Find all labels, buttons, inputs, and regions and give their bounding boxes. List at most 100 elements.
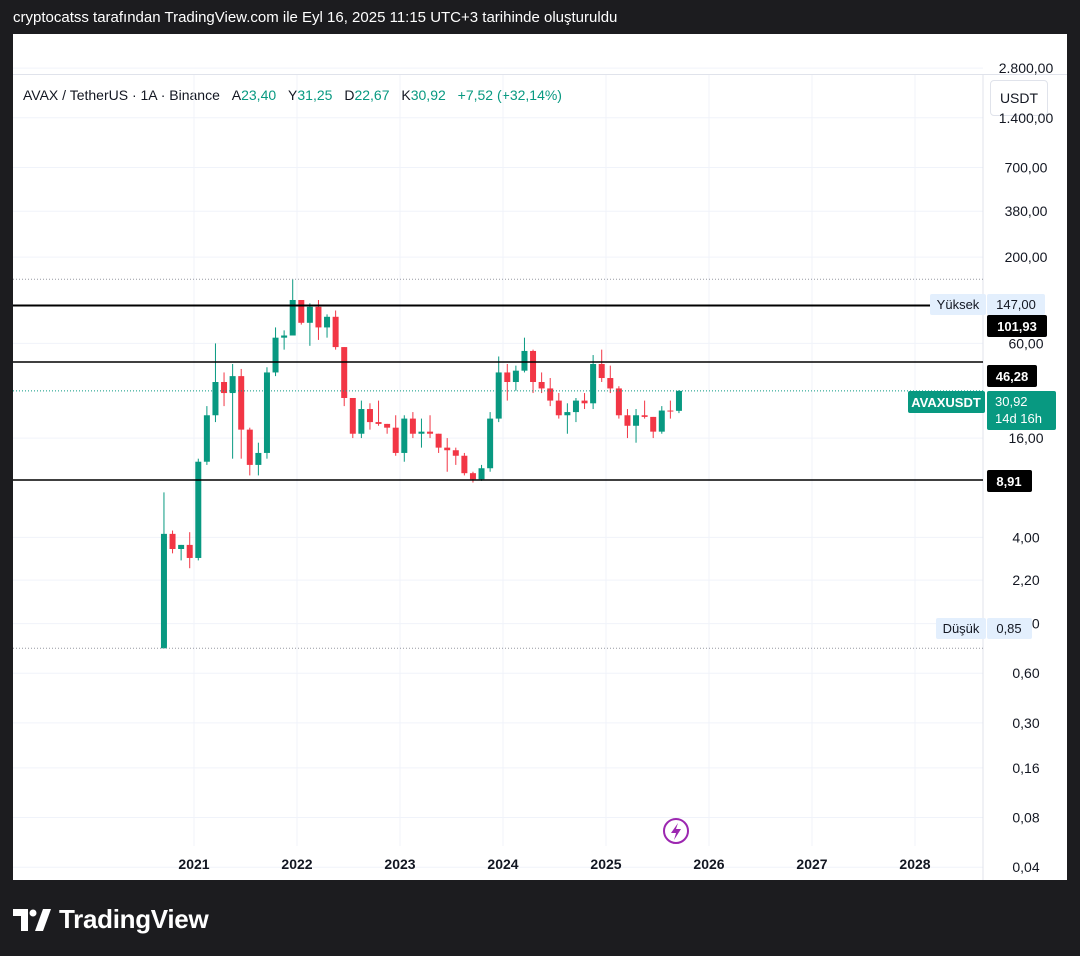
candle: [469, 471, 476, 483]
price-tag-high-tag: Yüksek: [930, 294, 986, 315]
price-axis-tick: 700,00: [1005, 159, 1048, 175]
candle-body: [487, 418, 494, 469]
time-axis-tick: 2023: [384, 856, 415, 872]
svg-text:Yüksek: Yüksek: [937, 297, 980, 312]
candles: [160, 279, 682, 649]
candle: [547, 378, 554, 407]
currency-button[interactable]: USDT: [990, 80, 1048, 116]
candle-body: [572, 400, 579, 413]
candle: [392, 415, 399, 456]
candle-body: [375, 422, 382, 424]
price-axis-tick: 1.400,00: [999, 110, 1054, 126]
change-value: +7,52 (+32,14%): [457, 87, 562, 103]
open-value: 23,40: [241, 87, 277, 103]
candle: [615, 386, 622, 419]
candle: [315, 299, 322, 340]
candle: [341, 347, 348, 407]
candle: [195, 458, 202, 561]
svg-text:14d 16h: 14d 16h: [995, 411, 1042, 426]
candle-body: [418, 431, 425, 434]
candle: [212, 343, 219, 423]
candle: [272, 327, 279, 377]
candle-body: [427, 431, 434, 434]
candle-body: [504, 372, 511, 383]
candle: [658, 406, 665, 434]
candle: [521, 337, 528, 373]
chart-grid: [13, 67, 984, 880]
candle-body: [263, 372, 270, 453]
price-axis-tick: 0,04: [1012, 859, 1039, 875]
high-label: Y: [288, 87, 298, 103]
price-tag-line3: 8,91: [987, 470, 1032, 492]
time-axis-tick: 2022: [281, 856, 312, 872]
svg-text:101,93: 101,93: [997, 319, 1037, 334]
chart-panel[interactable]: AVAX / TetherUS · 1A · Binance A23,40 Y3…: [13, 34, 1067, 880]
candle: [461, 452, 468, 476]
candle-body: [607, 378, 614, 389]
candle: [675, 390, 682, 414]
candle: [409, 412, 416, 439]
candle: [478, 464, 485, 481]
candle-body: [461, 455, 468, 474]
candle-body: [641, 415, 648, 417]
tradingview-logo: TradingView: [13, 904, 209, 935]
time-axis-tick: 2024: [487, 856, 518, 872]
candle: [178, 544, 185, 561]
time-axis-tick: 2025: [590, 856, 621, 872]
candle: [169, 530, 176, 554]
candle: [572, 397, 579, 423]
candle-body: [564, 412, 571, 416]
candle-body: [203, 415, 210, 462]
price-axis-tick: 4,00: [1012, 529, 1039, 545]
svg-text:0,85: 0,85: [996, 621, 1021, 636]
price-axis-tick: 0,60: [1012, 665, 1039, 681]
candle: [229, 364, 236, 459]
chart-caption: cryptocatss tarafından TradingView.com i…: [13, 9, 618, 26]
candle: [332, 310, 339, 350]
candle-body: [341, 347, 348, 398]
candle-body: [392, 427, 399, 453]
candle: [427, 415, 434, 439]
low-label: D: [344, 87, 355, 103]
candle: [512, 365, 519, 391]
candle: [358, 400, 365, 439]
price-tag-line2: 46,28: [987, 365, 1037, 387]
candle-body: [169, 533, 176, 550]
time-axis-tick: 2021: [178, 856, 209, 872]
candle-body: [384, 423, 391, 428]
candle-body: [650, 416, 657, 432]
candle: [306, 303, 313, 346]
candle-body: [590, 364, 597, 404]
symbol-legend: AVAX / TetherUS · 1A · Binance A23,40 Y3…: [23, 87, 562, 103]
symbol-label[interactable]: AVAX / TetherUS · 1A · Binance: [23, 87, 220, 103]
lightning-icon[interactable]: [663, 818, 689, 844]
candle: [160, 492, 167, 649]
close-value: 30,92: [410, 87, 446, 103]
svg-text:AVAXUSDT: AVAXUSDT: [911, 395, 981, 410]
candle-body: [229, 376, 236, 394]
candle-body: [401, 418, 408, 453]
candle: [607, 365, 614, 394]
candle-body: [598, 364, 605, 379]
candle: [221, 372, 228, 407]
candle: [401, 415, 408, 462]
candle-body: [555, 400, 562, 416]
candle-body: [658, 410, 665, 432]
candle-body: [615, 388, 622, 416]
candle: [203, 406, 210, 465]
candle-body: [435, 433, 442, 448]
tradingview-wordmark: TradingView: [59, 904, 209, 934]
candle: [366, 403, 373, 430]
price-levels: [13, 278, 983, 649]
candle-body: [452, 450, 459, 456]
candle: [238, 368, 245, 459]
price-axis-tick: 60,00: [1008, 335, 1043, 351]
candle-body: [624, 415, 631, 426]
candle: [349, 397, 356, 439]
candle: [289, 279, 296, 336]
price-chart[interactable]: 2.800,001.400,00700,00380,00200,0060,001…: [13, 34, 1067, 880]
candle-body: [667, 410, 674, 412]
candle: [444, 438, 451, 472]
price-tag-low-value: 0,85: [987, 618, 1032, 639]
candle: [581, 393, 588, 410]
